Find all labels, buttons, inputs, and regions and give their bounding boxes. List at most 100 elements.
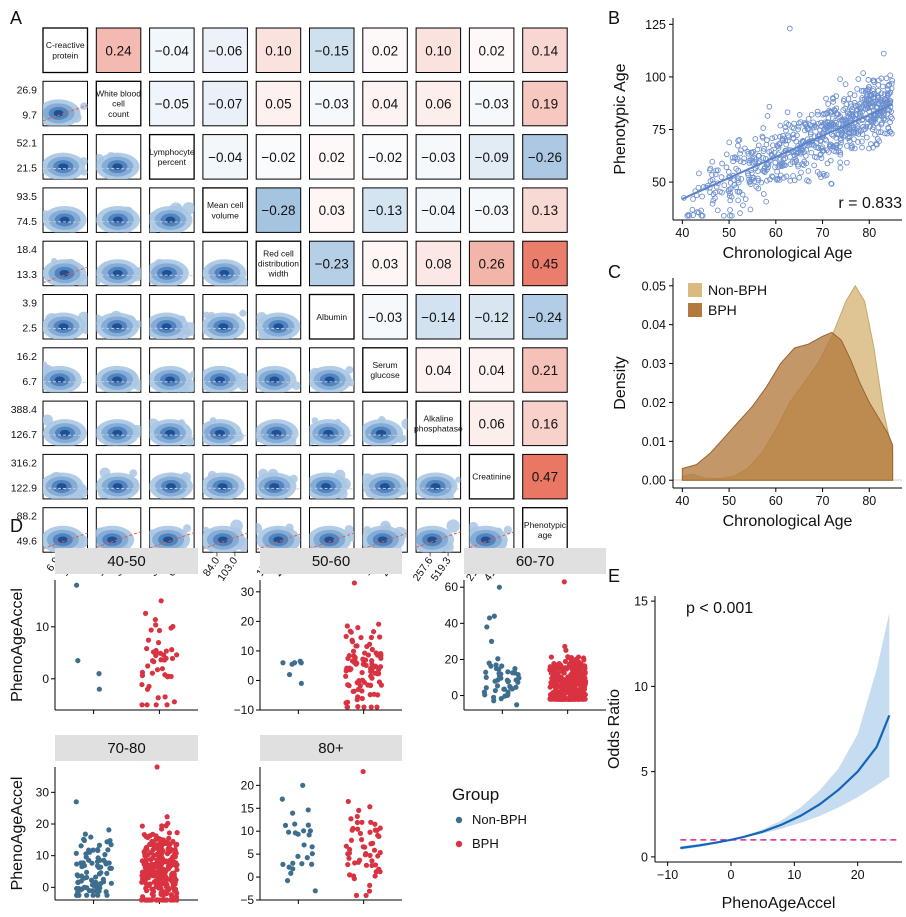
odds-ratio-curve: [680, 714, 891, 850]
bph-point: [353, 892, 360, 898]
bph-point: [372, 821, 378, 827]
data-point: [759, 133, 766, 140]
bph-point: [160, 837, 167, 843]
data-point: [888, 85, 895, 92]
data-point: [837, 159, 843, 166]
data-point: [873, 140, 880, 147]
bph-point: [369, 646, 375, 653]
bph-point: [159, 666, 165, 672]
density-blob: [96, 151, 141, 180]
y-tick-label: 316.2: [11, 457, 37, 469]
data-point: [727, 207, 733, 213]
corr-cell: [415, 347, 462, 393]
corr-cell: [522, 134, 568, 180]
bph-point: [170, 879, 176, 886]
non-bph-point: [512, 670, 518, 676]
bph-point: [345, 798, 351, 805]
non-bph-point: [73, 850, 79, 856]
density-blob: [202, 519, 248, 553]
data-point: [723, 151, 730, 158]
data-point: [761, 145, 767, 152]
data-point: [840, 107, 847, 113]
data-point: [830, 115, 836, 122]
bph-point: [374, 704, 380, 710]
bph-point: [359, 819, 365, 825]
data-point: [878, 75, 885, 82]
density-blob: [43, 471, 88, 499]
y-axis-title: PhenoAgeAccel: [9, 588, 26, 702]
corr-value: 0.21: [532, 363, 558, 378]
density-blob: [469, 521, 514, 553]
facet-title: 50-60: [312, 553, 350, 570]
data-point: [787, 154, 793, 160]
corr-cell: [415, 187, 462, 233]
corr-value: −0.02: [261, 150, 295, 165]
bph-point: [548, 680, 554, 686]
x-axis-title: Chronological Age: [723, 245, 853, 262]
diag-cell: [148, 133, 195, 180]
panel-b-letter: B: [608, 8, 620, 28]
data-point: [805, 168, 812, 174]
non-bph-point: [94, 858, 101, 865]
bph-point: [558, 696, 564, 702]
y-tick-label: 52.1: [17, 138, 38, 150]
facet-strip: [55, 548, 198, 574]
data-point: [786, 25, 793, 32]
data-point: [755, 175, 761, 182]
variable-label: percent: [158, 157, 187, 167]
data-point: [774, 176, 781, 182]
corr-value: −0.14: [421, 310, 456, 325]
data-point: [844, 159, 850, 166]
y-tick-label: 30: [36, 785, 50, 799]
data-point: [793, 157, 800, 164]
data-point: [752, 156, 759, 163]
corr-cell: [522, 187, 568, 233]
corr-value: 0.02: [372, 43, 398, 58]
non-bph-point: [82, 831, 88, 837]
bph-point: [139, 681, 145, 688]
bph-point: [355, 694, 361, 700]
bph-point: [358, 837, 365, 843]
corr-value: 0.14: [532, 43, 559, 58]
data-point: [752, 136, 759, 142]
non-bph-point: [96, 686, 102, 692]
data-point: [779, 137, 786, 143]
data-point: [863, 95, 870, 102]
bph-point: [167, 841, 173, 847]
legend-label: BPH: [708, 302, 737, 318]
bph-point: [347, 846, 353, 853]
y-tick-label: 20: [241, 614, 255, 628]
data-point: [847, 90, 854, 97]
data-point: [860, 126, 867, 133]
corr-value: 0.47: [532, 470, 558, 485]
bph-point: [345, 861, 351, 868]
data-point: [841, 96, 847, 102]
non-bph-point: [86, 849, 93, 855]
bph-point: [352, 654, 358, 661]
corr-value: −0.04: [421, 203, 456, 218]
data-point: [783, 127, 789, 134]
data-point: [804, 125, 811, 132]
data-point: [751, 155, 758, 161]
non-bph-point: [280, 660, 286, 666]
y-tick-label: 18.4: [17, 244, 38, 256]
bph-point: [140, 894, 146, 900]
data-point: [819, 147, 826, 154]
legend-label: Non-BPH: [472, 812, 527, 827]
corr-value: 0.03: [319, 203, 345, 218]
bph-point: [163, 823, 169, 829]
trend-line: [43, 434, 88, 437]
density-blob: [202, 259, 248, 286]
non-bph-point: [98, 870, 104, 876]
corr-cell: [522, 27, 568, 73]
bph-point: [372, 873, 378, 879]
data-point: [838, 137, 844, 144]
data-point: [747, 178, 754, 185]
density-blob: [43, 205, 88, 233]
bph-point: [348, 837, 355, 843]
non-bph-point: [501, 686, 507, 692]
x-tick-label: 70: [816, 494, 830, 508]
diag-cell: [468, 453, 515, 500]
density-contour: [57, 536, 68, 544]
bph-point: [359, 669, 365, 676]
